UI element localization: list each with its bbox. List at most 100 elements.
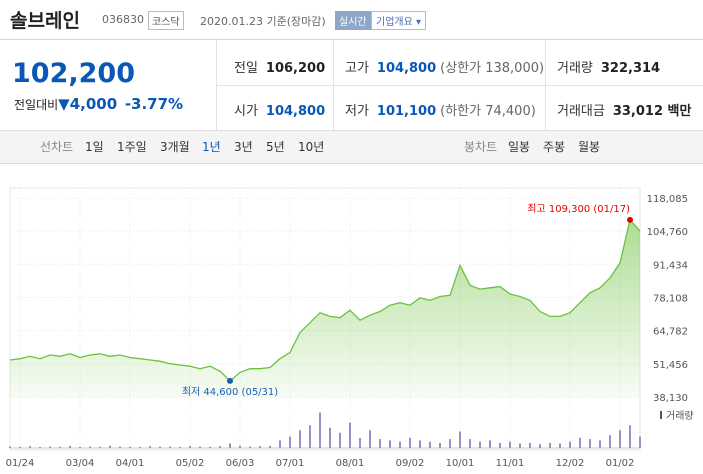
tab[interactable]: 월봉	[578, 140, 601, 154]
tab-label: 선차트	[40, 140, 74, 154]
annotation: 최저 44,600 (05/31)	[182, 386, 278, 398]
tab[interactable]: 주봉	[543, 140, 566, 154]
y-tick-label: 78,108	[653, 293, 688, 304]
summary-value: 322,314	[600, 61, 661, 76]
volume-bar	[349, 422, 351, 448]
volume-bar	[119, 446, 121, 448]
y-tick-label: 64,782	[653, 327, 688, 338]
change: 전일대비▼4,000 -3.77%	[14, 95, 183, 113]
summary-cell: 전일 106,200	[234, 57, 325, 76]
y-tick-label: 51,456	[653, 360, 688, 371]
volume-bar	[389, 440, 391, 448]
volume-bar	[359, 437, 361, 448]
volume-legend-icon	[660, 411, 662, 419]
y-tick-label: 38,130	[653, 393, 688, 404]
x-tick-label: 12/02	[556, 458, 585, 469]
summary-extra: (하한가 74,400)	[440, 104, 536, 119]
down-arrow: ▼	[58, 95, 70, 113]
volume-bar	[599, 440, 601, 448]
volume-bar	[469, 439, 471, 448]
volume-bar	[149, 446, 151, 448]
volume-bar	[439, 442, 441, 448]
volume-bar	[79, 446, 81, 448]
chart: 118,085 104,760 91,434 78,108 64,782 51,456 38…	[6, 187, 694, 469]
volume-bar	[249, 446, 251, 448]
volume-bar	[369, 430, 371, 448]
tab[interactable]: 3개월	[160, 140, 190, 154]
tab[interactable]: 1주일	[117, 140, 147, 154]
volume-bar	[409, 437, 411, 448]
market-badge: 코스닥	[148, 11, 184, 30]
volume-bar	[569, 441, 571, 448]
x-tick-label: 04/01	[116, 458, 145, 469]
x-tick-label: 08/01	[336, 458, 365, 469]
volume-bar	[639, 436, 641, 448]
volume-bar	[579, 437, 581, 448]
tab-bar	[0, 130, 703, 164]
x-tick-label: 01/24	[6, 458, 35, 469]
volume-bar	[199, 446, 201, 448]
volume-bar	[549, 442, 551, 448]
volume-bar	[499, 442, 501, 448]
volume-bar	[59, 446, 61, 448]
volume-bar	[239, 445, 241, 448]
x-tick-label: 10/01	[446, 458, 475, 469]
realtime-button[interactable]: 실시간	[335, 11, 371, 30]
summary-cell: 시가 104,800	[234, 100, 325, 119]
x-tick-label: 01/02	[606, 458, 635, 469]
overview-dropdown[interactable]: 기업개요 ▾	[371, 11, 426, 30]
change-pct: -3.77%	[124, 95, 184, 113]
y-tick-label: 104,760	[647, 227, 688, 238]
y-tick-label: 91,434	[653, 260, 688, 271]
volume-bar	[489, 440, 491, 448]
x-tick-label: 09/02	[396, 458, 425, 469]
change-label: 전일대비	[14, 98, 59, 112]
volume-bar	[509, 441, 511, 448]
tab[interactable]: 5년	[266, 140, 285, 154]
volume-bar	[49, 446, 51, 448]
quote-date: 2020.01.23 기준(장마감)	[200, 15, 326, 28]
line	[9, 218, 641, 382]
summary-label: 거래량	[557, 61, 593, 76]
volume-bar	[159, 446, 161, 448]
volume-bar	[219, 446, 221, 448]
tab[interactable]: 1일	[85, 140, 104, 154]
stock-name: 솔브레인	[10, 10, 80, 32]
x-tick-label: 07/01	[276, 458, 305, 469]
volume-bar	[519, 443, 521, 448]
tab[interactable]: 일봉	[508, 140, 531, 154]
divider	[216, 85, 703, 86]
volume-bar	[139, 446, 141, 448]
volume-bar	[619, 430, 621, 448]
extreme-point	[227, 377, 233, 384]
stock-code: 036830	[102, 13, 144, 26]
summary-label: 고가	[345, 61, 369, 76]
area	[10, 219, 640, 397]
tab-label: 봉차트	[464, 140, 498, 154]
tab[interactable]: 10년	[298, 140, 325, 154]
summary-value: 104,800	[265, 104, 326, 119]
volume-bar	[299, 430, 301, 448]
y-tick-label: 118,085	[647, 194, 688, 205]
summary-cell: 거래대금 33,012 백만	[557, 100, 691, 119]
volume-bar	[529, 442, 531, 448]
tab[interactable]: 3년	[234, 140, 253, 154]
summary-label: 전일	[234, 61, 258, 76]
summary-cell: 저가 101,100 (하한가 74,400)	[345, 100, 536, 119]
summary-label: 시가	[234, 104, 258, 119]
volume-bar	[259, 446, 261, 448]
volume-bar	[19, 446, 21, 448]
volume-bar	[179, 446, 181, 448]
volume-bar	[419, 440, 421, 448]
volume-bar	[109, 445, 111, 448]
volume-bar	[589, 439, 591, 448]
tab[interactable]: 1년	[202, 140, 221, 154]
volume-bar	[29, 446, 31, 448]
volume-bar	[289, 436, 291, 448]
volume-bar	[479, 441, 481, 448]
summary-value: 104,800	[376, 61, 437, 76]
volume-bar	[319, 412, 321, 448]
volume-bar	[279, 440, 281, 448]
volume-bar	[189, 445, 191, 448]
volume-bar	[609, 435, 611, 448]
